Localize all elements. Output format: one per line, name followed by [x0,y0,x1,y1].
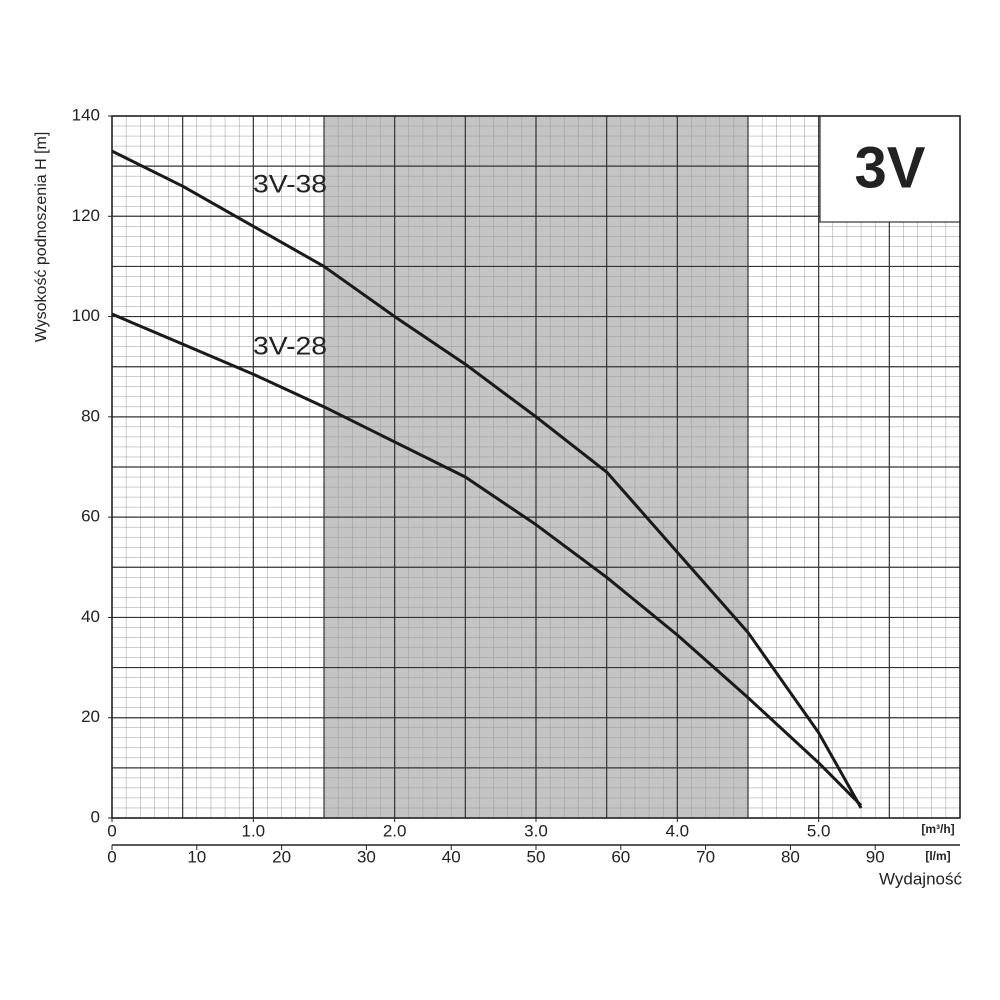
x-tick-label: 0 [107,821,116,840]
badge-box [819,115,961,223]
x-tick-label: 5.0 [807,821,831,840]
x2-tick-label: 30 [357,847,376,866]
y-tick-label: 100 [72,306,100,325]
x2-tick-label: 90 [866,847,885,866]
x2-unit: [l/m] [925,849,950,863]
x-unit: [m³/h] [921,822,954,836]
x2-tick-label: 10 [187,847,206,866]
x2-tick-label: 50 [527,847,546,866]
y-tick-label: 60 [81,507,100,526]
x2-tick-label: 60 [611,847,630,866]
y-tick-label: 20 [81,707,100,726]
curve-label: 3V-28 [253,333,327,361]
x-tick-label: 2.0 [383,821,407,840]
x-tick-label: 3.0 [524,821,548,840]
x-tick-label: 4.0 [666,821,690,840]
x-tick-label: 1.0 [242,821,266,840]
y-tick-label: 80 [81,406,100,425]
x2-tick-label: 40 [442,847,461,866]
y-axis-label: Wysokość podnoszenia H [m] [33,132,50,343]
badge: 3V [855,135,926,200]
curve [111,312,863,807]
curve [111,149,863,809]
y-tick-label: 120 [72,206,100,225]
y-tick-label: 0 [91,807,100,826]
x-axis-label: Wydajność [879,869,962,888]
x2-tick-label: 70 [696,847,715,866]
y-tick-label: 140 [72,105,100,124]
curve-label: 3V-38 [253,171,327,199]
y-tick-label: 40 [81,607,100,626]
x2-tick-label: 0 [107,847,116,866]
x2-tick-label: 20 [272,847,291,866]
x2-tick-label: 80 [781,847,800,866]
